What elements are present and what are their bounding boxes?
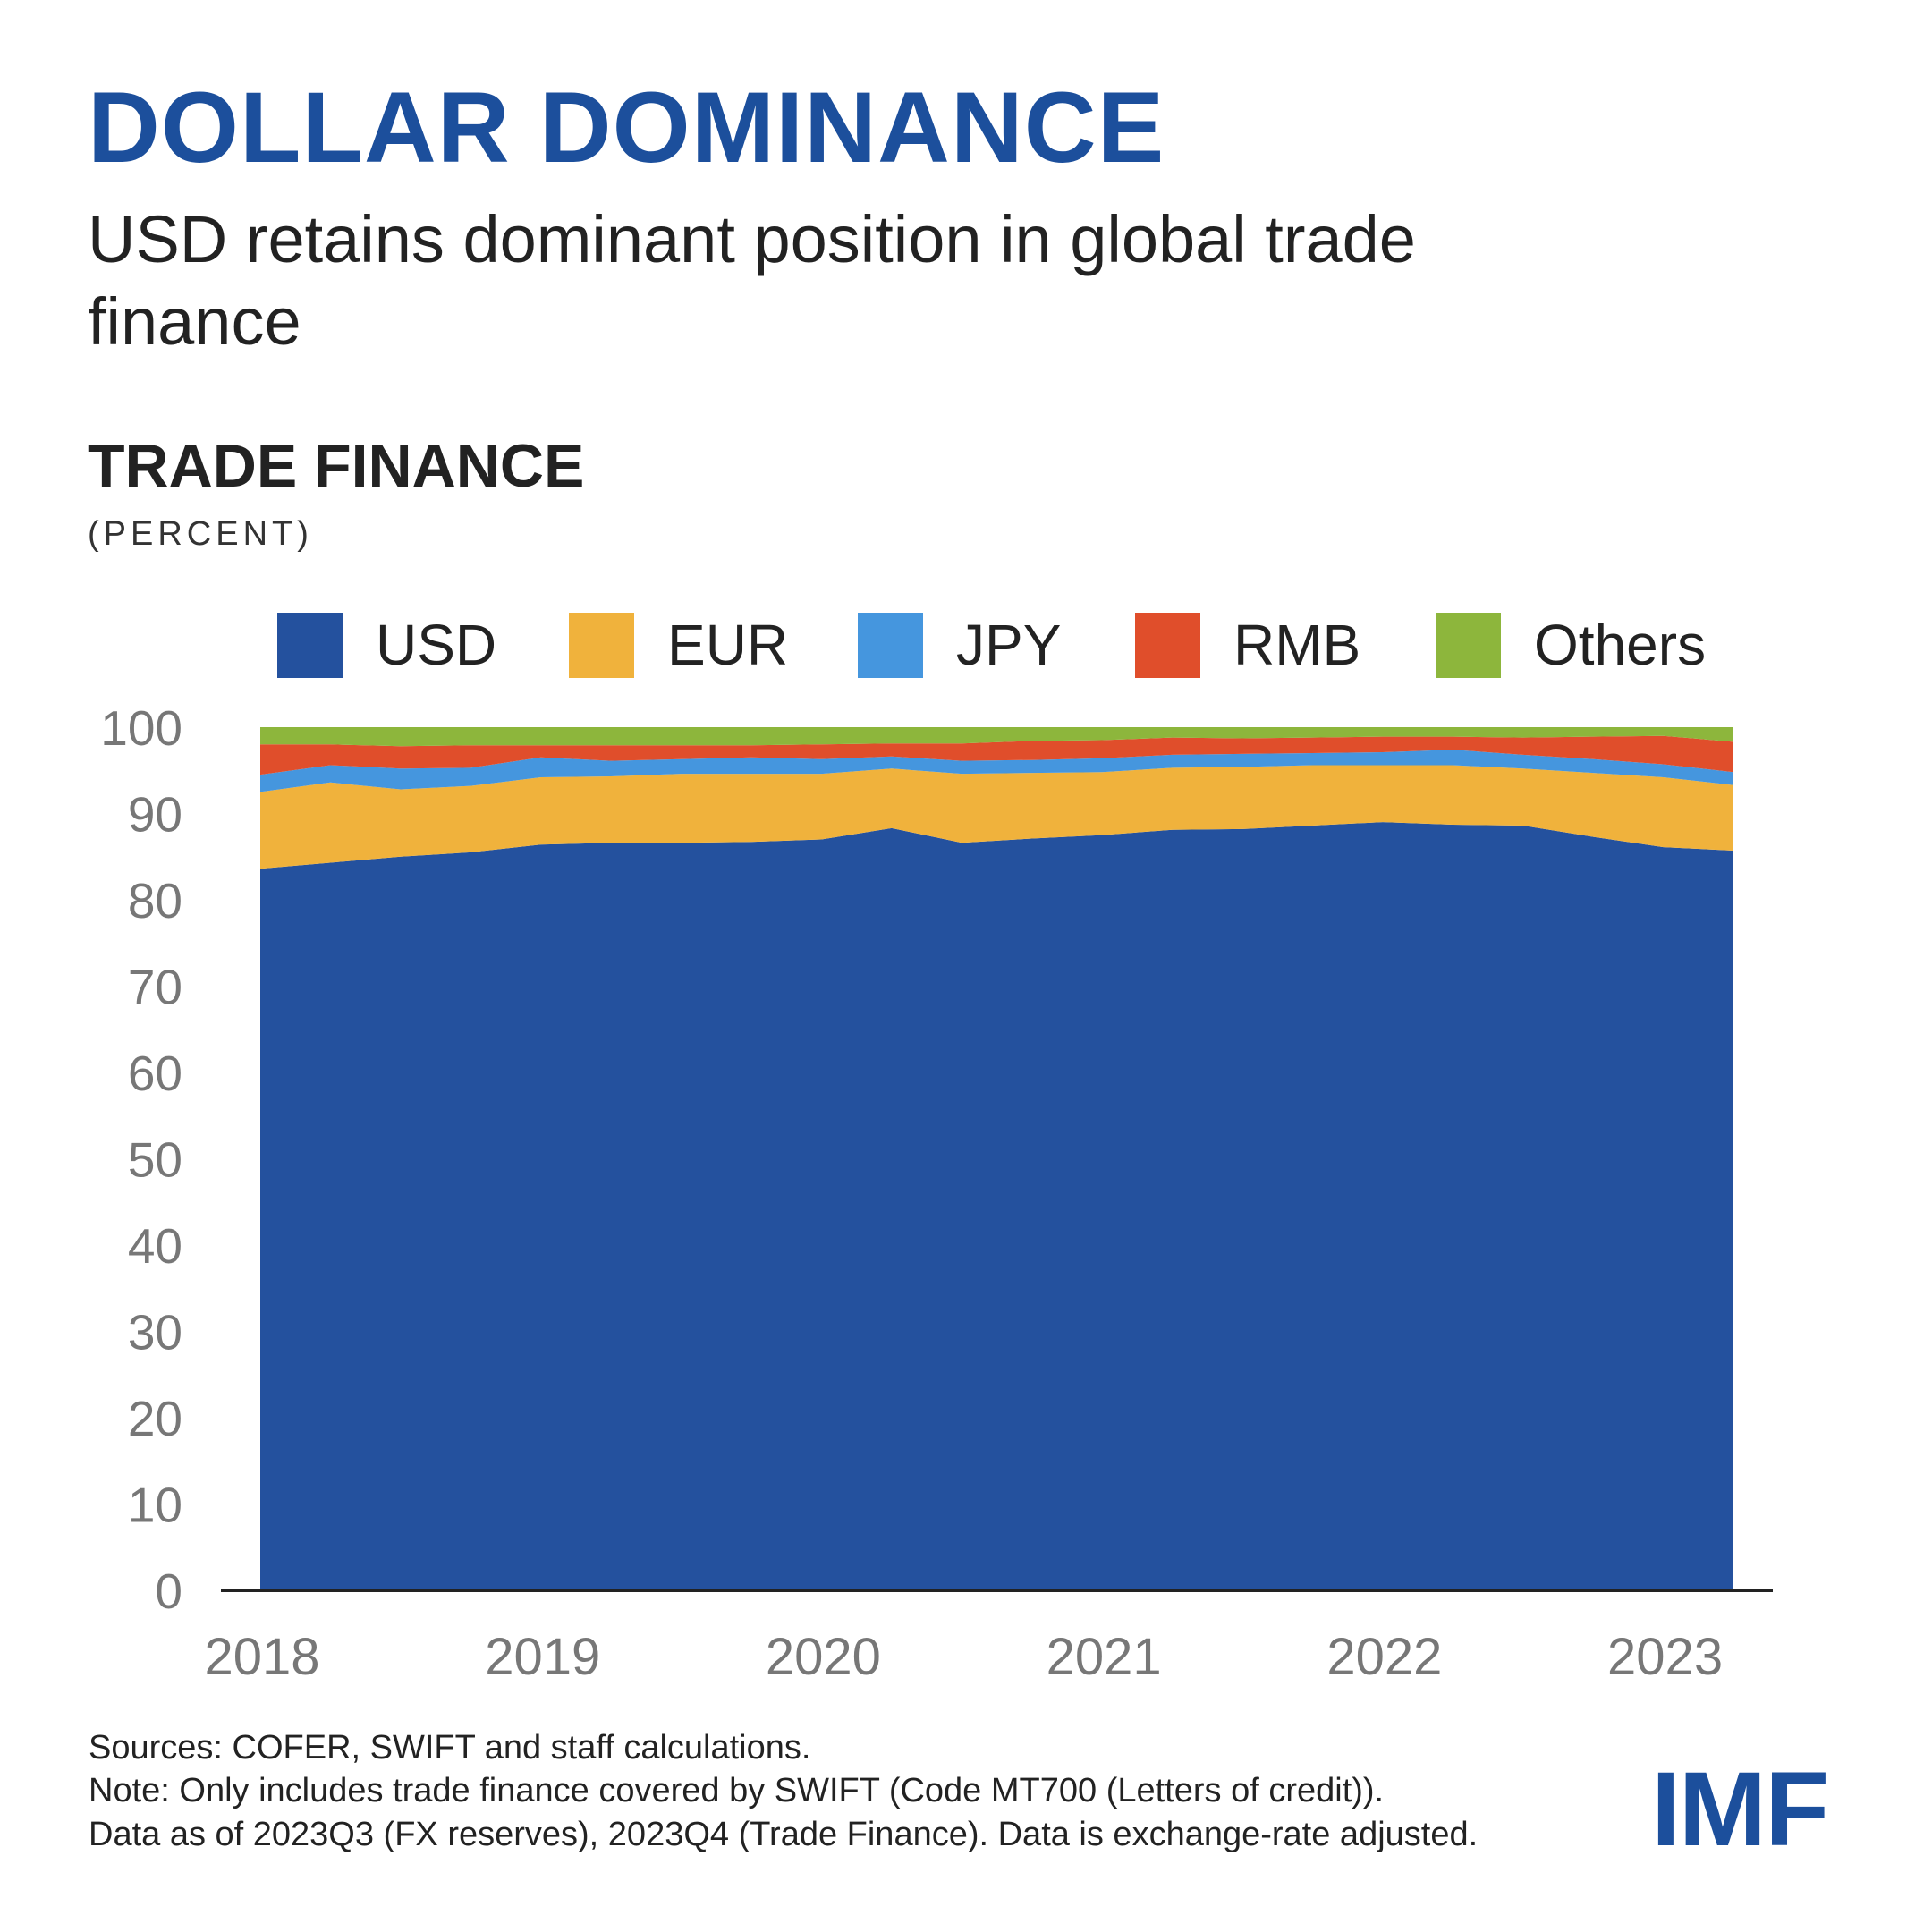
y-tick-label: 20: [128, 1391, 182, 1446]
area-others: [260, 727, 1733, 747]
legend-item-usd: USD: [277, 612, 496, 678]
legend-item-others: Others: [1436, 612, 1706, 678]
chart-areas: [260, 727, 1733, 1590]
area-rmb: [260, 735, 1733, 775]
footer-sources: Sources: COFER, SWIFT and staff calculat…: [89, 1729, 811, 1767]
legend-label-eur: EUR: [667, 613, 789, 677]
x-tick-label: 2020: [766, 1628, 881, 1686]
y-tick-label: 60: [128, 1046, 182, 1101]
legend-label-rmb: RMB: [1233, 613, 1361, 677]
area-usd: [260, 822, 1733, 1590]
chart-unit-label: (PERCENT): [88, 515, 313, 553]
y-tick-label: 80: [128, 873, 182, 928]
y-tick-label: 90: [128, 787, 182, 843]
area-jpy: [260, 750, 1733, 792]
y-tick-label: 30: [128, 1305, 182, 1360]
legend-item-jpy: JPY: [858, 612, 1061, 678]
x-tick-label: 2019: [485, 1628, 600, 1686]
y-axis-ticks: 0 10 20 30 40 50 60 70 80 90 100: [100, 700, 182, 1619]
legend-item-eur: EUR: [569, 612, 788, 678]
area-eur: [260, 765, 1733, 869]
footer-data-note: Data as of 2023Q3 (FX reserves), 2023Q4 …: [89, 1816, 1479, 1853]
legend-swatch-usd: [277, 612, 343, 678]
legend-item-rmb: RMB: [1135, 612, 1360, 678]
x-axis-ticks: 2018 2019 2020 2021 2022 2023: [204, 1628, 1723, 1686]
x-tick-label: 2021: [1046, 1628, 1162, 1686]
chart-title: TRADE FINANCE: [88, 432, 585, 500]
x-tick-label: 2022: [1326, 1628, 1442, 1686]
imf-logo: IMF: [1651, 1750, 1829, 1868]
x-tick-label: 2018: [204, 1628, 319, 1686]
x-tick-label: 2023: [1607, 1628, 1723, 1686]
legend-swatch-others: [1436, 612, 1501, 678]
legend-swatch-eur: [569, 612, 634, 678]
footer-note: Note: Only includes trade finance covere…: [89, 1772, 1385, 1809]
y-tick-label: 0: [155, 1563, 182, 1619]
legend-label-others: Others: [1534, 613, 1707, 677]
page-title: DOLLAR DOMINANCE: [88, 72, 1165, 183]
y-tick-label: 70: [128, 960, 182, 1015]
legend-swatch-jpy: [858, 612, 923, 678]
legend-label-usd: USD: [376, 613, 497, 677]
y-tick-label: 50: [128, 1132, 182, 1188]
page-subtitle: USD retains dominant position in global …: [88, 202, 1416, 359]
legend-label-jpy: JPY: [956, 613, 1062, 677]
y-tick-label: 40: [128, 1218, 182, 1274]
y-tick-label: 100: [100, 700, 182, 756]
legend-swatch-rmb: [1135, 612, 1200, 678]
y-tick-label: 10: [128, 1478, 182, 1533]
